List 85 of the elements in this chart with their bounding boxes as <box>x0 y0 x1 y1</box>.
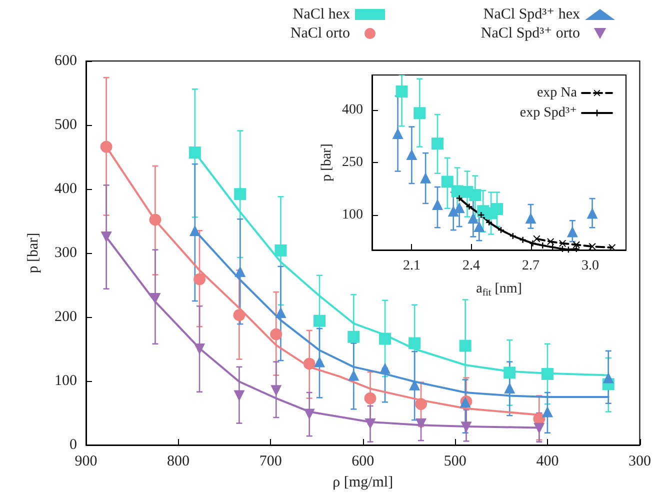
point <box>586 208 598 219</box>
point <box>456 195 462 202</box>
point <box>314 314 326 327</box>
y-axis-title: p [bar] <box>26 232 42 274</box>
y-tick-label: 400 <box>54 181 77 197</box>
point <box>270 328 282 340</box>
point <box>194 344 206 354</box>
point <box>408 337 421 350</box>
y-tick-label: 100 <box>342 208 363 222</box>
point <box>572 241 580 248</box>
x-axis-title: ρ [mg/ml] <box>332 474 394 490</box>
point <box>547 238 554 246</box>
point <box>540 242 546 248</box>
x-tick-label: 300 <box>628 454 651 470</box>
y-axis-title: p [bar] <box>320 144 334 182</box>
point <box>275 307 286 318</box>
legend-label: NaCl Spd³⁺ hex <box>483 6 580 22</box>
point <box>189 225 200 236</box>
legend-label: NaCl orto <box>290 26 350 42</box>
point <box>459 340 472 352</box>
point <box>364 418 376 430</box>
point <box>396 85 408 98</box>
point <box>348 330 360 343</box>
point <box>542 406 553 418</box>
x-tick-label: 3.0 <box>582 258 600 274</box>
point <box>314 356 325 368</box>
x-tick-label: 400 <box>536 454 559 470</box>
y-tick-label: 500 <box>54 117 77 133</box>
point <box>541 368 554 380</box>
point <box>441 176 454 188</box>
point <box>348 370 360 381</box>
x-tick-label: 2.4 <box>462 258 480 274</box>
point <box>520 236 526 243</box>
legend-label: exp Na <box>536 86 578 100</box>
point <box>566 226 578 238</box>
point <box>420 172 432 184</box>
point <box>406 148 418 160</box>
y-tick-label: 0 <box>70 437 77 453</box>
point <box>559 240 566 247</box>
x-tick-label: 500 <box>444 454 466 470</box>
point <box>234 390 245 402</box>
point <box>380 362 391 374</box>
point <box>233 309 246 322</box>
point <box>414 107 426 120</box>
legend-label: exp Spd³⁺ <box>520 106 577 120</box>
point <box>466 204 472 210</box>
y-tick-label: 600 <box>54 53 77 69</box>
point <box>392 128 404 139</box>
point <box>303 358 316 370</box>
point <box>234 188 246 200</box>
y-tick-label: 250 <box>342 155 363 170</box>
x-tick-label: 2.7 <box>522 258 540 274</box>
y-tick-label: 100 <box>54 373 77 389</box>
y-tick-label: 400 <box>342 102 363 118</box>
point <box>364 392 376 404</box>
point <box>274 244 287 256</box>
point <box>188 146 201 159</box>
point <box>530 240 536 246</box>
y-tick-label: 300 <box>54 245 77 261</box>
point <box>533 235 540 242</box>
point <box>431 138 444 150</box>
point <box>149 214 162 226</box>
point <box>525 212 536 224</box>
x-tick-label: 700 <box>259 454 282 470</box>
x-tick-label: 2.1 <box>402 258 420 274</box>
point <box>504 366 516 379</box>
point <box>270 385 282 396</box>
point <box>504 382 516 394</box>
point <box>432 199 443 210</box>
point <box>150 292 161 304</box>
legend-label: NaCl hex <box>292 6 350 22</box>
y-tick-label: 200 <box>54 309 77 325</box>
point <box>469 189 482 202</box>
point <box>415 398 428 410</box>
x-tick-label: 900 <box>74 454 98 470</box>
point <box>100 140 112 153</box>
point <box>379 332 392 345</box>
point <box>534 422 545 434</box>
point <box>602 372 614 384</box>
point <box>491 203 504 216</box>
point <box>100 232 112 242</box>
point <box>194 273 206 286</box>
legend-label: NaCl Spd³⁺ orto <box>480 26 580 42</box>
x-tick-label: 800 <box>167 454 190 470</box>
point <box>304 408 315 420</box>
